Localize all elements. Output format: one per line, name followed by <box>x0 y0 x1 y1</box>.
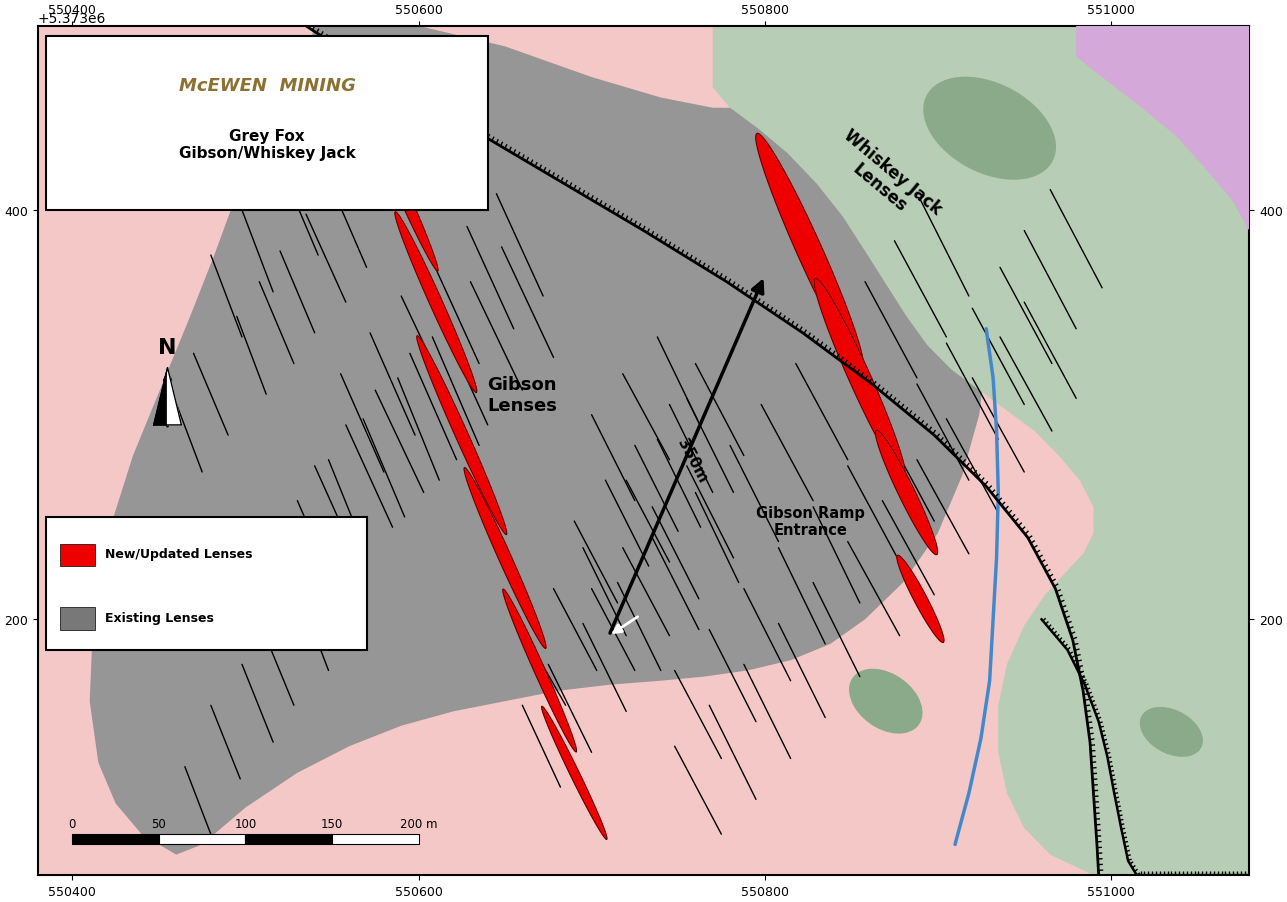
Polygon shape <box>90 27 986 855</box>
Bar <box>158 834 246 844</box>
Polygon shape <box>395 213 476 393</box>
Polygon shape <box>503 590 577 752</box>
Text: Gibson Ramp
Entrance: Gibson Ramp Entrance <box>755 505 865 538</box>
Polygon shape <box>755 134 864 369</box>
Text: Gibson
Lenses: Gibson Lenses <box>488 375 557 414</box>
Polygon shape <box>713 27 1250 875</box>
Polygon shape <box>815 279 906 478</box>
Text: Existing Lenses: Existing Lenses <box>106 611 214 624</box>
Ellipse shape <box>849 669 923 734</box>
Polygon shape <box>417 336 507 535</box>
Polygon shape <box>153 368 167 426</box>
Text: 150: 150 <box>320 817 344 830</box>
Text: Whiskey Jack
Lenses: Whiskey Jack Lenses <box>826 126 945 235</box>
Ellipse shape <box>1140 707 1203 757</box>
Bar <box>246 834 332 844</box>
Text: Grey Fox
Gibson/Whiskey Jack: Grey Fox Gibson/Whiskey Jack <box>179 129 355 161</box>
Polygon shape <box>301 79 346 179</box>
Bar <box>332 834 418 844</box>
Bar <box>72 834 158 844</box>
Text: McEWEN  MINING: McEWEN MINING <box>179 77 355 95</box>
Text: 350m: 350m <box>674 436 710 484</box>
Text: 0: 0 <box>68 817 76 830</box>
Text: 200 m: 200 m <box>400 817 438 830</box>
Polygon shape <box>897 556 943 643</box>
FancyBboxPatch shape <box>46 37 488 211</box>
Polygon shape <box>875 431 938 555</box>
Polygon shape <box>465 468 546 649</box>
Text: New/Updated Lenses: New/Updated Lenses <box>106 548 252 561</box>
Text: 50: 50 <box>152 817 166 830</box>
Polygon shape <box>167 368 181 426</box>
Text: 100: 100 <box>234 817 256 830</box>
FancyBboxPatch shape <box>46 518 367 650</box>
Polygon shape <box>542 706 607 840</box>
Ellipse shape <box>923 78 1057 180</box>
Text: N: N <box>158 338 176 358</box>
Bar <box>60 544 95 566</box>
Bar <box>60 607 95 630</box>
Polygon shape <box>364 109 438 272</box>
Polygon shape <box>1076 27 1250 231</box>
